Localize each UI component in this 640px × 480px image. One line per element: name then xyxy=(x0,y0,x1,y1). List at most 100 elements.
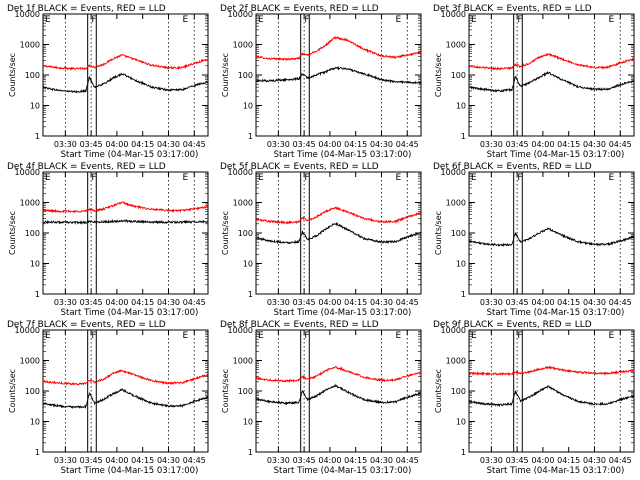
x-tick-label: 03:45 xyxy=(506,298,529,307)
y-tick-label: 10 xyxy=(243,102,253,111)
y-axis-label: Counts/sec xyxy=(221,53,230,97)
x-tick-label: 04:00 xyxy=(318,140,341,149)
plot-frame xyxy=(255,13,422,137)
x-tick-label: 04:45 xyxy=(183,456,206,465)
lld-series-line xyxy=(255,205,422,225)
x-tick-label: 03:30 xyxy=(54,298,77,307)
time-marker-label: E xyxy=(396,331,402,341)
time-marker-label: E xyxy=(396,15,402,25)
y-tick-label: 1000 xyxy=(20,357,40,366)
time-marker-label: F xyxy=(304,331,309,341)
x-tick-label: 03:30 xyxy=(54,456,77,465)
x-tick-label: 03:30 xyxy=(480,456,503,465)
x-tick-label: 03:45 xyxy=(80,298,103,307)
plot-frame xyxy=(255,329,422,453)
x-tick-label: 04:15 xyxy=(344,140,367,149)
time-marker-label: E xyxy=(183,173,189,183)
y-tick-label: 1000 xyxy=(233,199,253,208)
events-series-line xyxy=(255,221,422,245)
chart-title: Det 4f BLACK = Events, RED = LLD xyxy=(7,162,166,172)
x-tick-label: 04:00 xyxy=(105,298,128,307)
plot-frame xyxy=(255,171,422,295)
time-marker-label: E xyxy=(609,331,615,341)
x-tick-label: 04:30 xyxy=(157,140,180,149)
y-tick-label: 100 xyxy=(238,71,253,80)
chart-title: Det 2f BLACK = Events, RED = LLD xyxy=(220,4,379,14)
chart-panel: Det 2f BLACK = Events, RED = LLD 1 10 100 10… xyxy=(220,4,422,160)
x-tick-label: 04:30 xyxy=(157,456,180,465)
time-marker-label: E xyxy=(45,15,51,25)
y-tick-label: 1000 xyxy=(446,357,466,366)
time-marker-label: E xyxy=(471,331,477,341)
x-tick-label: 04:45 xyxy=(609,140,632,149)
time-marker-label: F xyxy=(304,15,309,25)
time-marker-label: E xyxy=(258,331,264,341)
x-tick-label: 04:15 xyxy=(344,298,367,307)
y-tick-label: 10000 xyxy=(15,326,40,335)
events-series-line xyxy=(42,388,209,410)
y-tick-label: 1000 xyxy=(233,357,253,366)
y-tick-label: 10000 xyxy=(15,168,40,177)
x-tick-label: 03:30 xyxy=(480,298,503,307)
x-axis-label: Start Time (04-Mar-15 03:17:00) xyxy=(487,466,625,476)
time-marker-label: F xyxy=(517,173,522,183)
lld-series-line xyxy=(42,369,209,386)
y-tick-label: 100 xyxy=(451,387,466,396)
x-tick-label: 04:00 xyxy=(105,456,128,465)
x-tick-label: 04:00 xyxy=(531,140,554,149)
y-tick-label: 1 xyxy=(248,290,253,299)
chart-panel: Det 8f BLACK = Events, RED = LLD 1 10 100 10… xyxy=(220,320,422,476)
x-tick-label: 03:45 xyxy=(293,298,316,307)
x-axis-label: Start Time (04-Mar-15 03:17:00) xyxy=(61,150,199,160)
time-marker-label: F xyxy=(91,331,96,341)
y-tick-label: 100 xyxy=(25,229,40,238)
time-marker-label: E xyxy=(183,15,189,25)
lld-series-line xyxy=(255,365,422,384)
y-axis-label: Counts/sec xyxy=(8,211,17,255)
time-marker-label: F xyxy=(91,15,96,25)
chart-panel: Det 9f BLACK = Events, RED = LLD 1 10 100 10… xyxy=(433,320,635,476)
x-tick-label: 04:15 xyxy=(557,456,580,465)
time-marker-label: E xyxy=(609,15,615,25)
chart-panel: Det 7f BLACK = Events, RED = LLD 1 10 100 10… xyxy=(7,320,209,476)
chart-panel: Det 3f BLACK = Events, RED = LLD 1 10 100 10… xyxy=(433,4,635,160)
x-tick-label: 04:15 xyxy=(344,456,367,465)
x-tick-label: 04:45 xyxy=(183,140,206,149)
chart-panel: Det 5f BLACK = Events, RED = LLD 1 10 100 10… xyxy=(220,162,422,318)
chart-title: Det 6f BLACK = Events, RED = LLD xyxy=(433,162,592,172)
y-tick-label: 100 xyxy=(451,71,466,80)
x-tick-label: 04:30 xyxy=(157,298,180,307)
chart-panel: Det 1f BLACK = Events, RED = LLD 1 10 100 10… xyxy=(7,4,209,160)
chart-title: Det 3f BLACK = Events, RED = LLD xyxy=(433,4,592,14)
time-marker-label: E xyxy=(258,15,264,25)
x-tick-label: 04:15 xyxy=(131,456,154,465)
y-tick-label: 10 xyxy=(243,418,253,427)
events-series-line xyxy=(468,385,635,408)
x-tick-label: 04:45 xyxy=(183,298,206,307)
time-marker-label: F xyxy=(91,173,96,183)
y-tick-label: 1000 xyxy=(20,199,40,208)
y-tick-label: 10000 xyxy=(441,10,466,19)
time-marker-label: E xyxy=(258,173,264,183)
x-tick-label: 03:30 xyxy=(267,298,290,307)
x-axis-label: Start Time (04-Mar-15 03:17:00) xyxy=(61,308,199,318)
x-axis-label: Start Time (04-Mar-15 03:17:00) xyxy=(274,466,412,476)
y-tick-label: 1 xyxy=(248,448,253,457)
y-axis-label: Counts/sec xyxy=(8,369,17,413)
time-marker-label: F xyxy=(304,173,309,183)
time-marker-label: F xyxy=(517,331,522,341)
y-tick-label: 100 xyxy=(238,229,253,238)
y-axis-label: Counts/sec xyxy=(434,211,443,255)
plot-frame xyxy=(468,329,635,453)
x-tick-label: 03:30 xyxy=(480,140,503,149)
y-tick-label: 100 xyxy=(25,71,40,80)
chart-title: Det 5f BLACK = Events, RED = LLD xyxy=(220,162,379,172)
lld-series-line xyxy=(468,365,635,377)
x-tick-label: 03:45 xyxy=(293,140,316,149)
y-tick-label: 1 xyxy=(35,132,40,141)
y-tick-label: 1 xyxy=(35,448,40,457)
x-tick-label: 03:30 xyxy=(267,140,290,149)
x-tick-label: 04:30 xyxy=(583,140,606,149)
x-tick-label: 04:00 xyxy=(531,456,554,465)
